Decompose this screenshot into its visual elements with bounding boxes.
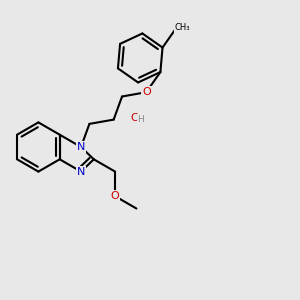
Text: O: O (111, 191, 119, 201)
Text: CH₃: CH₃ (174, 23, 190, 32)
Text: H: H (137, 115, 144, 124)
Text: O: O (130, 113, 139, 123)
Text: N: N (77, 142, 85, 152)
Text: O: O (142, 87, 151, 97)
Text: N: N (77, 167, 85, 177)
